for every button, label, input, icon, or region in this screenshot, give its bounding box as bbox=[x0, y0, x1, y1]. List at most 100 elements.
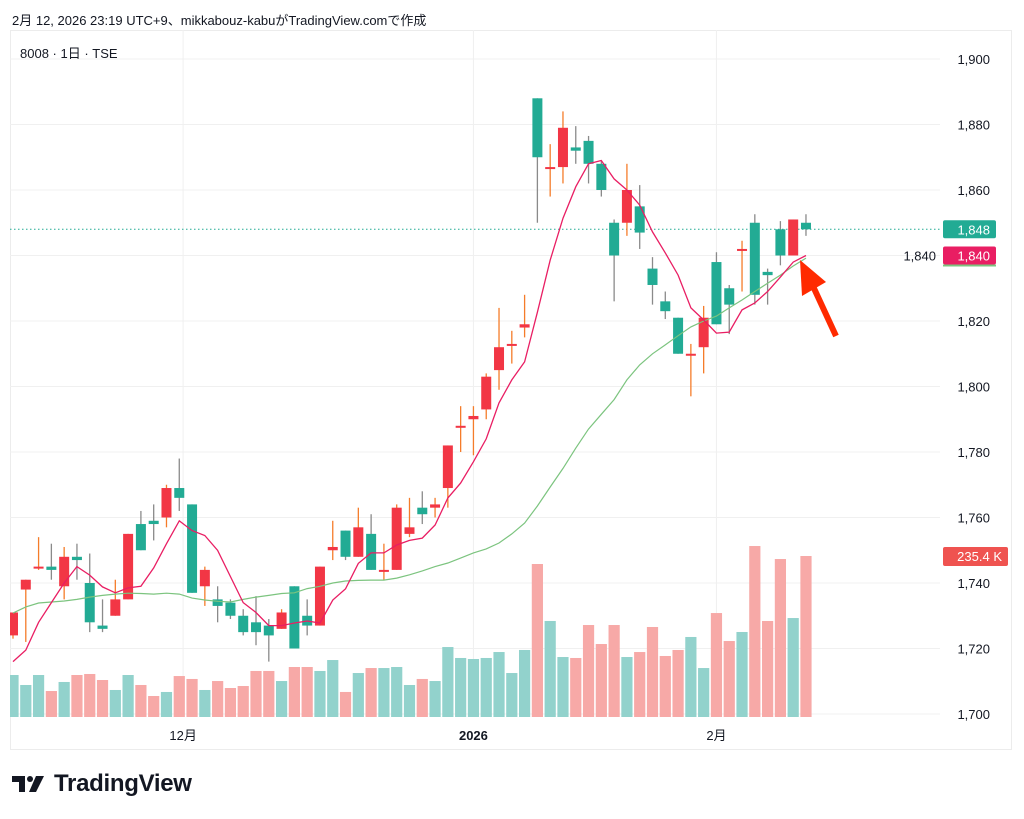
volume-bar bbox=[314, 670, 326, 717]
volume-bar bbox=[544, 620, 556, 717]
candle-body bbox=[596, 163, 607, 190]
price-tick-label: 1,760 bbox=[957, 511, 990, 526]
volume-bar bbox=[378, 668, 390, 717]
candle-body bbox=[71, 556, 82, 561]
candle-body bbox=[212, 599, 223, 606]
candle-body bbox=[276, 612, 287, 629]
volume-bar bbox=[327, 660, 339, 717]
volume-bar bbox=[416, 678, 428, 717]
volume-bar bbox=[352, 673, 364, 717]
price-tick-label: 1,720 bbox=[957, 642, 990, 657]
volume-bar bbox=[71, 675, 83, 717]
candle-body bbox=[404, 527, 415, 534]
volume-bar bbox=[135, 684, 147, 717]
volume-bar bbox=[301, 667, 313, 717]
volume-bar bbox=[32, 675, 45, 717]
candle-body bbox=[199, 569, 210, 587]
price-tick-label: 1,880 bbox=[957, 118, 990, 133]
candle-body bbox=[481, 376, 492, 410]
chart-frame bbox=[10, 30, 1012, 750]
volume-bar bbox=[429, 681, 441, 717]
volume-bar bbox=[467, 659, 480, 717]
candle-body bbox=[660, 301, 671, 312]
volume-bar bbox=[506, 673, 518, 717]
volume-bar bbox=[10, 675, 19, 717]
volume-bar bbox=[582, 625, 595, 717]
volume-bar bbox=[736, 631, 748, 717]
volume-bar bbox=[288, 667, 300, 717]
last-price-label: 1,848 bbox=[957, 222, 990, 237]
candle-body bbox=[762, 271, 773, 276]
candle-body bbox=[417, 507, 428, 515]
volume-bar bbox=[186, 678, 198, 717]
candle-body bbox=[289, 586, 300, 649]
candle-body bbox=[174, 488, 185, 498]
volume-bar bbox=[84, 673, 96, 717]
price-tick-label: 1,820 bbox=[957, 314, 990, 329]
last-price-tag bbox=[943, 220, 996, 239]
volume-bar bbox=[800, 556, 812, 717]
volume-bar bbox=[557, 657, 569, 717]
candle-body bbox=[724, 288, 735, 305]
volume-tag bbox=[943, 547, 1008, 566]
time-tick-label: 2月 bbox=[706, 728, 726, 743]
candle-body bbox=[570, 147, 581, 151]
volume-bar bbox=[199, 689, 211, 717]
price-tick-label: 1,700 bbox=[957, 707, 990, 722]
symbol-info: 8008 · 1日 · TSE bbox=[20, 46, 118, 61]
time-tick-label: 2026 bbox=[459, 728, 488, 743]
price-tick-label: 1,740 bbox=[957, 576, 990, 591]
candle-body bbox=[251, 622, 262, 633]
candle-body bbox=[353, 527, 364, 557]
candle-body bbox=[494, 347, 505, 371]
volume-bar bbox=[212, 681, 224, 717]
volume-bar bbox=[570, 657, 582, 717]
candle-body bbox=[711, 262, 722, 325]
price-tick-label: 1,900 bbox=[957, 52, 990, 67]
ma-short-line bbox=[12, 159, 807, 663]
candle-body bbox=[20, 579, 31, 590]
time-axis: 12月 2026 2月 bbox=[169, 728, 726, 743]
candle-body bbox=[685, 353, 696, 356]
candle-body bbox=[187, 504, 198, 593]
candle-body bbox=[442, 445, 453, 489]
candle-body bbox=[775, 229, 786, 256]
gridlines bbox=[10, 30, 940, 717]
candle-body bbox=[366, 533, 377, 570]
volume-bar bbox=[493, 652, 505, 717]
candle-body bbox=[378, 569, 389, 572]
candle-body bbox=[340, 530, 351, 557]
volume-bar bbox=[480, 657, 492, 717]
candle-body bbox=[263, 625, 274, 636]
ma-short-label: 1,840 bbox=[957, 249, 990, 264]
candle-body bbox=[532, 98, 543, 158]
volume-bar bbox=[263, 670, 275, 717]
candle-body bbox=[161, 488, 172, 518]
candle-body bbox=[135, 524, 146, 551]
volume-bar bbox=[160, 691, 173, 717]
candle-body bbox=[97, 625, 108, 629]
volume-bar bbox=[787, 618, 799, 717]
tradingview-logo[interactable]: TradingView bbox=[12, 770, 192, 798]
volume-bar bbox=[122, 675, 134, 717]
volume-bar bbox=[455, 657, 467, 717]
candle-body bbox=[391, 507, 402, 570]
candle-body bbox=[749, 222, 760, 295]
volume-bar bbox=[96, 679, 109, 717]
ma-short-tag bbox=[943, 246, 996, 265]
candle-body bbox=[737, 248, 748, 251]
time-tick-label: 12月 bbox=[169, 728, 196, 743]
candle-body bbox=[10, 612, 18, 636]
candle-body bbox=[609, 222, 620, 256]
ma-long-tag-underline bbox=[943, 264, 996, 267]
volume-bar bbox=[659, 655, 671, 717]
volume-bar bbox=[237, 686, 249, 717]
volume-bar bbox=[762, 620, 774, 717]
candle-body bbox=[238, 615, 249, 633]
volume-bar bbox=[749, 546, 761, 717]
volume-bar bbox=[391, 667, 403, 717]
volume-bar bbox=[723, 641, 735, 717]
volume-bar bbox=[531, 564, 543, 717]
volume-bar bbox=[148, 696, 160, 717]
